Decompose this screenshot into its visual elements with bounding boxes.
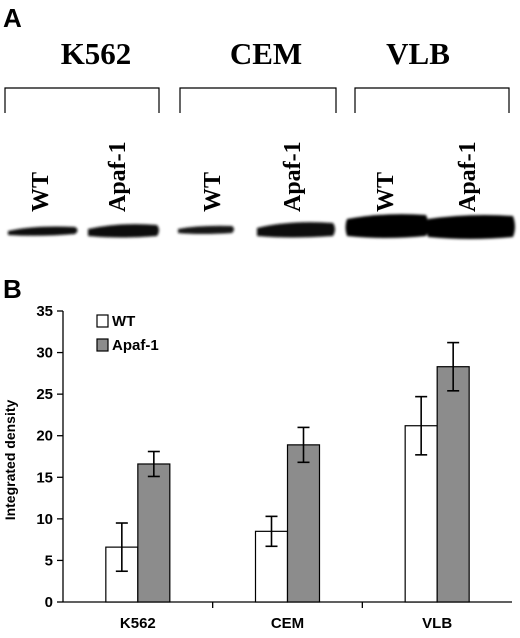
y-tick-label: 15 [36,469,53,486]
y-tick-label: 25 [36,386,53,403]
x-tick-label: VLB [422,615,452,632]
bar-apaf1-vlb [436,366,470,603]
blot-band-vlb-apaf1 [426,215,515,239]
legend-swatch-wt [96,314,109,328]
panel-b: B Integrated density 0 5 10 15 20 25 30 35 K562 C… [2,274,512,632]
y-tick-label: 5 [45,552,53,569]
lane-label-k562-apaf1: Apaf-1 [105,141,131,212]
x-tick-label: K562 [120,615,156,632]
y-tick-label: 10 [36,511,53,528]
bracket-vlb [354,87,510,113]
lane-label-k562-wt: WT [28,172,54,212]
lane-label-cem-wt: WT [200,172,226,212]
cell-line-label-cem: CEM [230,36,302,71]
bar-apaf1-cem [286,444,321,603]
blot-band-k562-apaf1 [88,224,159,238]
y-tick-label: 30 [36,345,53,362]
cell-line-label-vlb: VLB [386,36,450,71]
blot-band-cem-apaf1 [257,222,335,238]
blot-band-vlb-wt [345,214,429,238]
blot-band-cem-wt [178,225,234,234]
cell-line-label-k562: K562 [61,36,132,71]
bracket-cem [179,87,337,113]
y-tick-label: 0 [45,594,53,611]
blot-band-k562-wt [8,226,78,236]
y-axis-title: Integrated density [2,400,18,521]
legend-swatch-apaf1 [96,338,109,352]
panel-a: A K562 CEM VLB WT Apaf-1 WT Apaf-1 WT Ap… [3,3,515,239]
y-tick-label: 35 [36,303,53,320]
legend: WT Apaf-1 [96,313,159,354]
panel-a-letter: A [3,3,22,33]
bracket-k562 [4,87,160,113]
y-tick-label: 20 [36,428,53,445]
bar-apaf1-k562 [137,463,171,603]
lane-label-vlb-wt: WT [373,172,399,212]
plot-area: 0 5 10 15 20 25 30 35 K562 CEM VLB [36,303,512,632]
lane-label-vlb-apaf1: Apaf-1 [455,141,481,212]
lane-label-cem-apaf1: Apaf-1 [280,141,306,212]
panel-b-letter: B [3,274,22,304]
legend-label-wt: WT [112,313,135,330]
x-tick-label: CEM [271,615,304,632]
legend-label-apaf1: Apaf-1 [112,337,159,354]
